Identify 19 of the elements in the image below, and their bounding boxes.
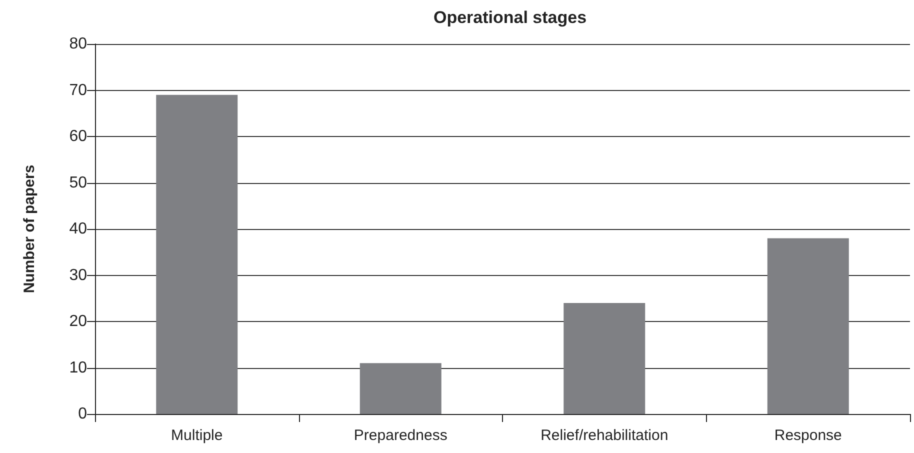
x-tick-label: Preparedness xyxy=(354,427,448,444)
y-tick-label: 0 xyxy=(78,406,88,422)
y-axis-title: Number of papers xyxy=(21,164,38,294)
y-tick-label: 20 xyxy=(69,313,88,330)
y-tick-label: 50 xyxy=(69,174,88,192)
x-tick-label: Multiple xyxy=(171,427,223,444)
x-tick-label: Response xyxy=(774,427,842,444)
y-tick-label: 70 xyxy=(69,82,88,99)
chart-title: Operational stages xyxy=(433,8,587,27)
y-tick-label: 30 xyxy=(69,266,88,284)
y-tick-label: 40 xyxy=(69,220,88,238)
bar xyxy=(564,303,646,414)
bar xyxy=(360,363,442,414)
y-tick-label: 10 xyxy=(69,359,88,376)
y-tick-label: 60 xyxy=(69,128,88,145)
x-tick-label: Relief/rehabilitation xyxy=(540,427,668,444)
y-tick-label: 80 xyxy=(69,36,88,52)
bar xyxy=(767,238,849,414)
bar xyxy=(156,94,238,414)
